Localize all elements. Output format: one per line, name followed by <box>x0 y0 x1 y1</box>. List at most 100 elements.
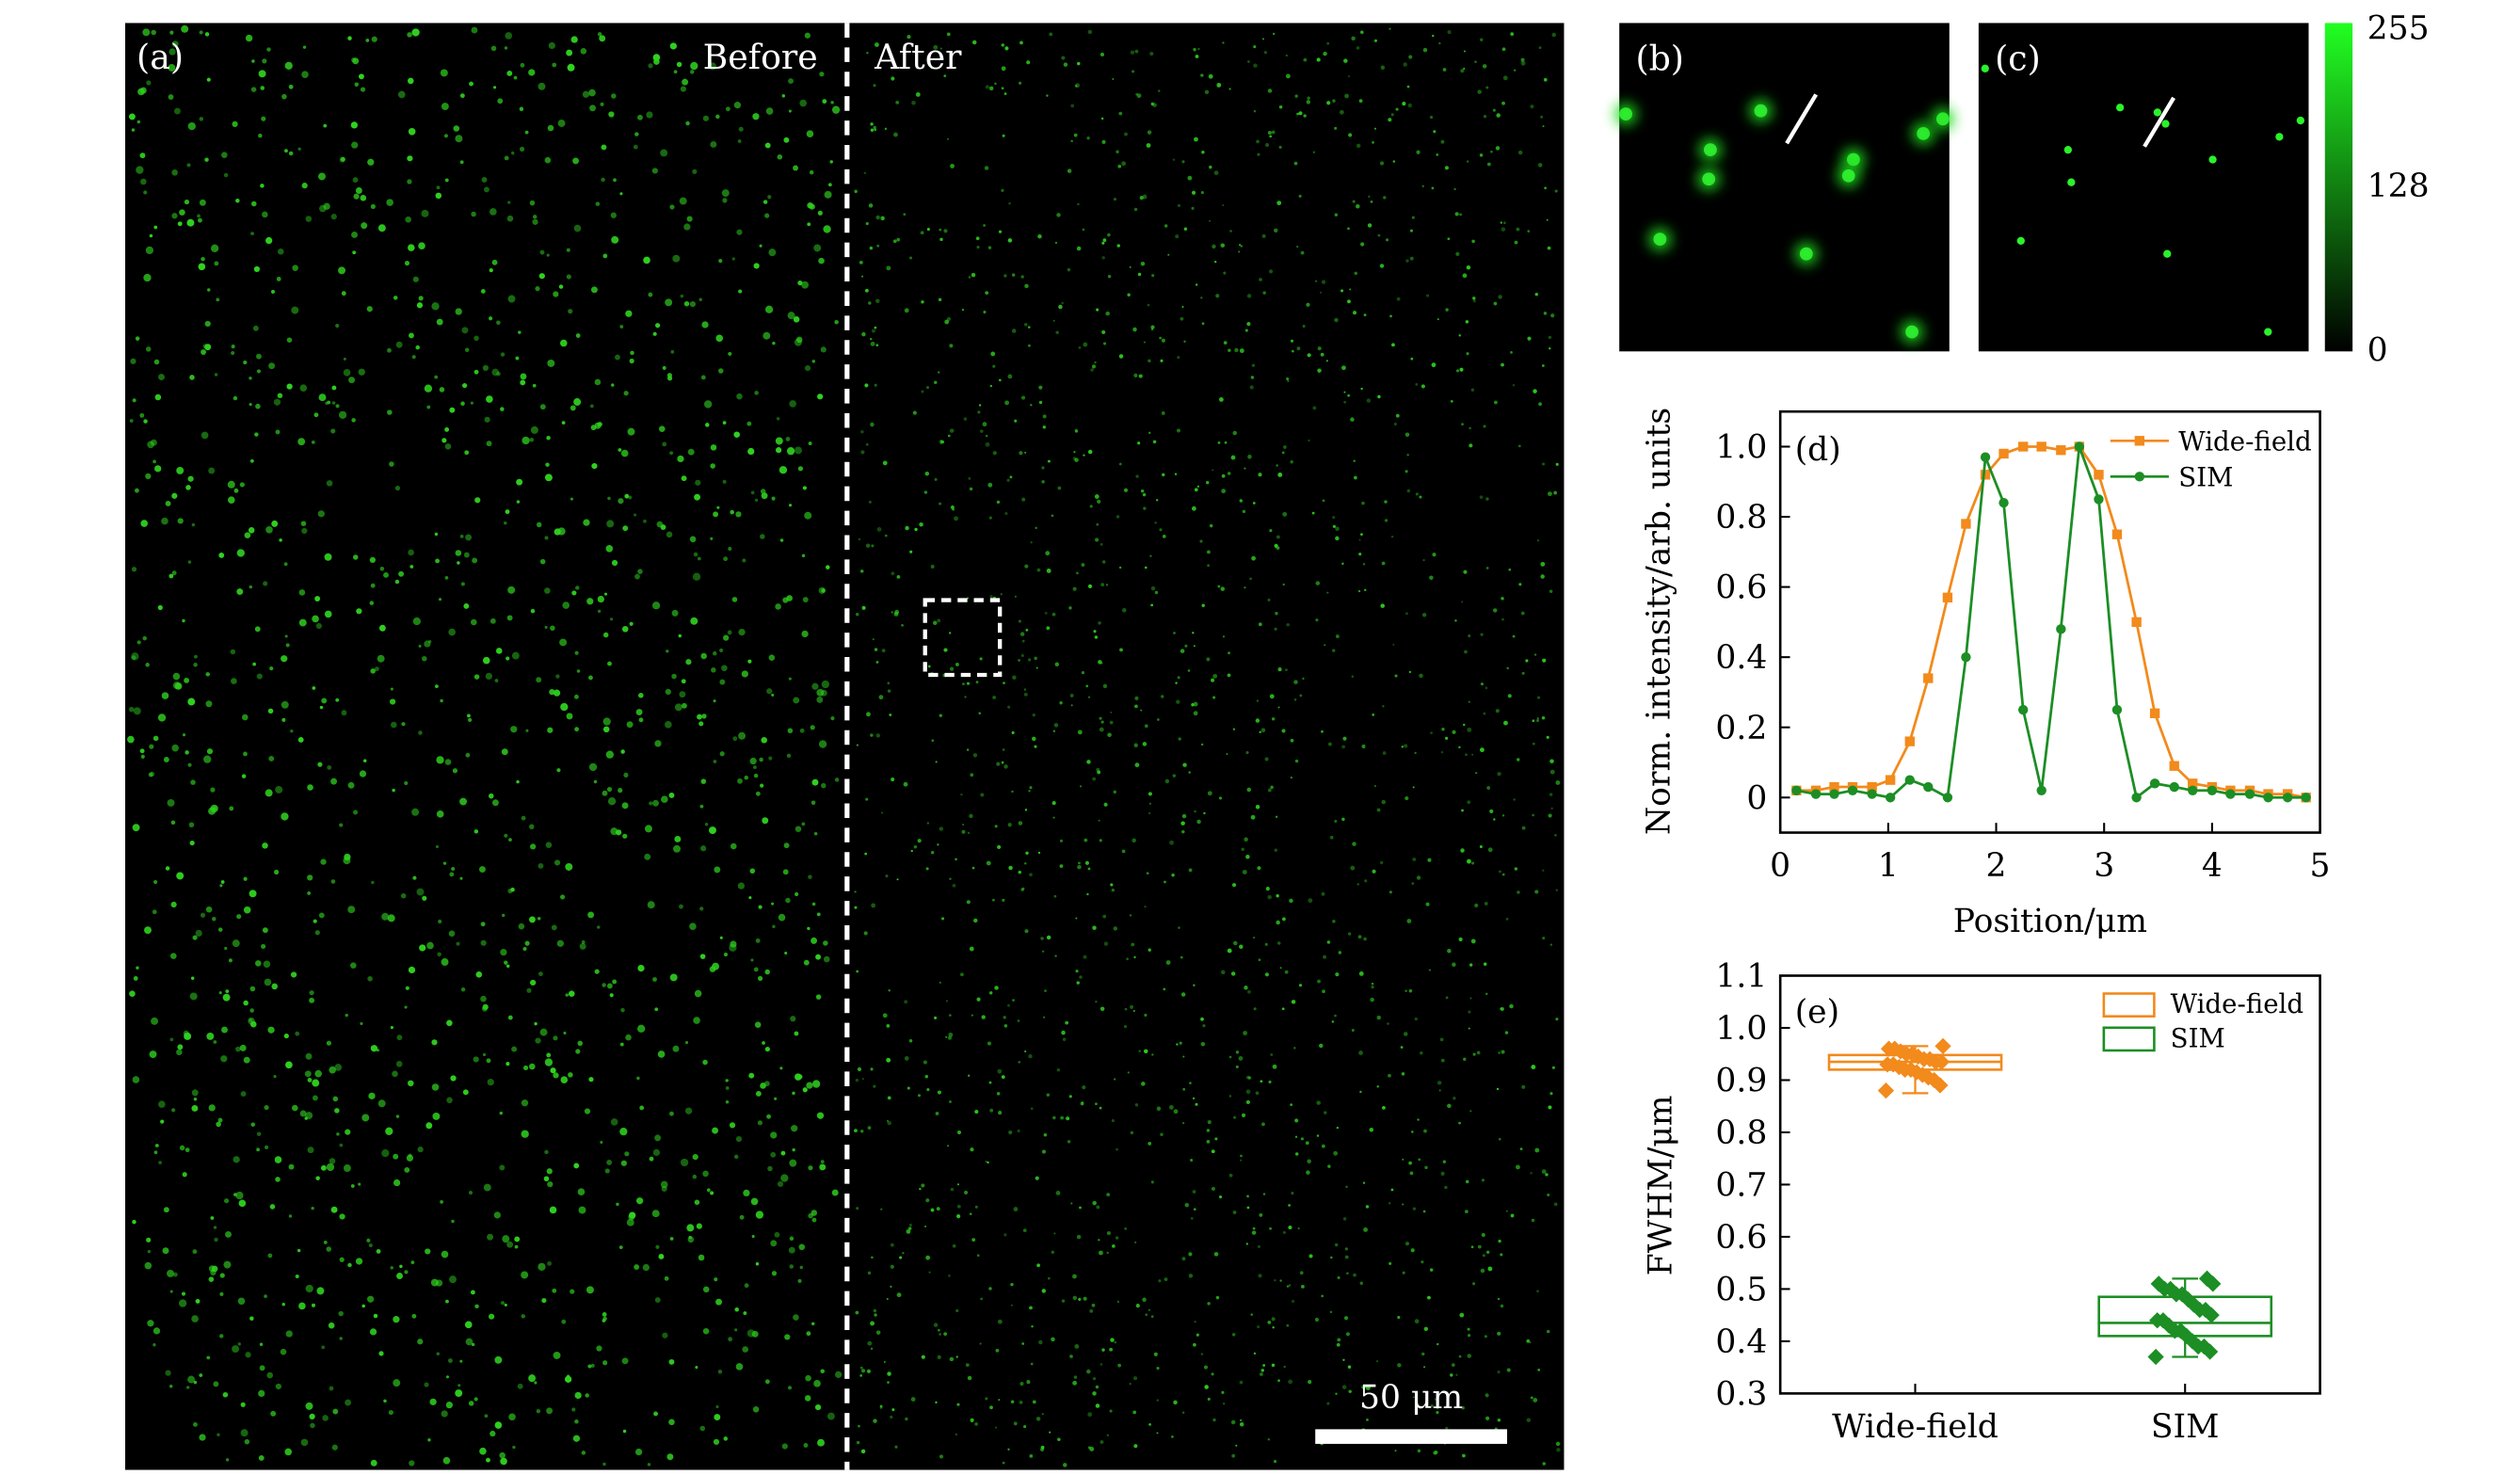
fluorescent-spot <box>870 733 874 737</box>
fluorescent-spot <box>1036 568 1041 572</box>
fluorescent-spot <box>1335 634 1340 638</box>
fluorescent-spot <box>1343 1316 1349 1321</box>
fluorescent-spot <box>1415 382 1419 386</box>
fluorescent-spot <box>1275 815 1278 818</box>
fluorescent-spot <box>528 824 535 830</box>
fluorescent-spot <box>250 87 257 92</box>
fluorescent-spot <box>806 130 814 138</box>
fluorescent-spot <box>1118 354 1124 359</box>
fluorescent-spot <box>760 534 765 539</box>
fluorescent-spot <box>511 651 520 660</box>
fluorescent-spot <box>249 1020 257 1028</box>
fluorescent-spot <box>326 1246 331 1252</box>
fluorescent-spot <box>480 922 486 927</box>
fluorescent-spot <box>1390 1188 1394 1192</box>
fluorescent-spot <box>956 1403 960 1406</box>
fluorescent-spot <box>1425 902 1430 906</box>
fluorescent-spot <box>198 263 206 271</box>
fluorescent-spot <box>176 1049 183 1056</box>
fluorescent-spot <box>1019 1381 1024 1387</box>
fluorescent-spot <box>1107 232 1111 237</box>
widefield-profile-line <box>1796 445 2306 799</box>
fluorescent-spot <box>1095 1403 1100 1408</box>
fluorescent-spot <box>281 1303 285 1307</box>
fluorescent-spot <box>307 891 312 895</box>
fluorescent-spot <box>1429 1268 1434 1272</box>
fluorescent-spot <box>1402 1203 1404 1206</box>
fluorescent-spot <box>737 139 742 143</box>
fluorescent-spot <box>334 1108 340 1114</box>
fluorescent-spot <box>1178 737 1181 741</box>
sim-data-point <box>2036 785 2046 795</box>
fluorescent-spot <box>815 994 822 1000</box>
fluorescent-spot <box>751 1330 759 1338</box>
fluorescent-spot <box>866 52 869 55</box>
fluorescent-spot <box>1172 158 1176 161</box>
fluorescent-spot <box>1286 1323 1290 1327</box>
fluorescent-spot <box>876 244 880 248</box>
fluorescent-spot <box>1406 454 1409 457</box>
fluorescent-spot <box>520 379 526 386</box>
fluorescent-spot <box>1296 246 1299 249</box>
fluorescent-spot <box>980 429 984 433</box>
fluorescent-spot <box>505 509 510 515</box>
fluorescent-spot <box>973 918 978 923</box>
fluorescent-spot <box>356 608 362 615</box>
fluorescent-spot <box>1265 142 1270 148</box>
fluorescent-spot <box>780 1174 789 1182</box>
fluorescent-spot <box>189 840 195 846</box>
fluorescent-spot <box>917 839 922 843</box>
fluorescent-spot <box>1541 364 1545 367</box>
fluorescent-spot <box>1046 1093 1051 1098</box>
fluorescent-spot <box>914 527 918 532</box>
fluorescent-spot <box>744 775 748 780</box>
fluorescent-spot <box>1372 713 1375 716</box>
fluorescent-spot <box>1358 553 1362 556</box>
chart-e-y-tick-label: 0.3 <box>1715 1375 1767 1413</box>
fluorescent-spot <box>188 822 195 828</box>
fluorescent-spot <box>1196 485 1200 489</box>
fluorescent-spot <box>1408 55 1413 59</box>
fluorescent-spot <box>184 1032 192 1040</box>
fluorescent-spot <box>1487 1266 1493 1272</box>
fluorescent-spot <box>1228 1055 1232 1059</box>
fluorescent-spot <box>715 334 724 343</box>
fluorescent-spot <box>931 739 935 743</box>
fluorescent-spot <box>387 347 392 353</box>
chart-d-panel-label: (d) <box>1795 431 1841 469</box>
fluorescent-spot <box>301 183 308 189</box>
fluorescent-spot <box>912 410 917 415</box>
fluorescent-spot <box>1354 271 1357 276</box>
fluorescent-spot <box>331 385 337 391</box>
fluorescent-spot <box>1274 1278 1276 1282</box>
fluorescent-spot <box>222 993 231 1002</box>
fluorescent-spot <box>1283 1365 1286 1369</box>
fluorescent-spot <box>1468 1027 1470 1030</box>
fluorescent-spot <box>1010 1400 1015 1403</box>
fluorescent-spot <box>404 780 409 786</box>
fluorescent-spot <box>658 1254 665 1259</box>
fluorescent-spot <box>465 1338 474 1346</box>
fluorescent-spot <box>1087 696 1091 698</box>
fluorescent-spot <box>654 1007 659 1012</box>
fluorescent-spot <box>1510 1213 1515 1218</box>
fluorescent-spot <box>1532 813 1535 817</box>
fluorescent-spot <box>653 58 660 65</box>
fluorescent-spot <box>529 438 535 442</box>
fluorescent-spot <box>1242 509 1246 514</box>
fluorescent-spot <box>587 1364 592 1369</box>
fluorescent-spot <box>285 1061 293 1069</box>
fluorescent-spot <box>1376 808 1381 812</box>
fluorescent-spot <box>1414 751 1417 755</box>
chart-e-category-label: Wide-field <box>1832 1408 1998 1446</box>
fluorescent-spot <box>955 663 959 666</box>
fluorescent-spot <box>1342 1358 1345 1362</box>
fluorescent-spot <box>685 120 690 126</box>
fluorescent-spot <box>1377 394 1381 399</box>
fluorescent-spot <box>210 1216 215 1220</box>
widefield-spot-core <box>1754 104 1768 118</box>
fluorescent-spot <box>1501 1050 1505 1054</box>
fluorescent-spot <box>770 1151 777 1158</box>
fluorescent-spot <box>497 98 504 104</box>
fluorescent-spot <box>1209 523 1213 528</box>
